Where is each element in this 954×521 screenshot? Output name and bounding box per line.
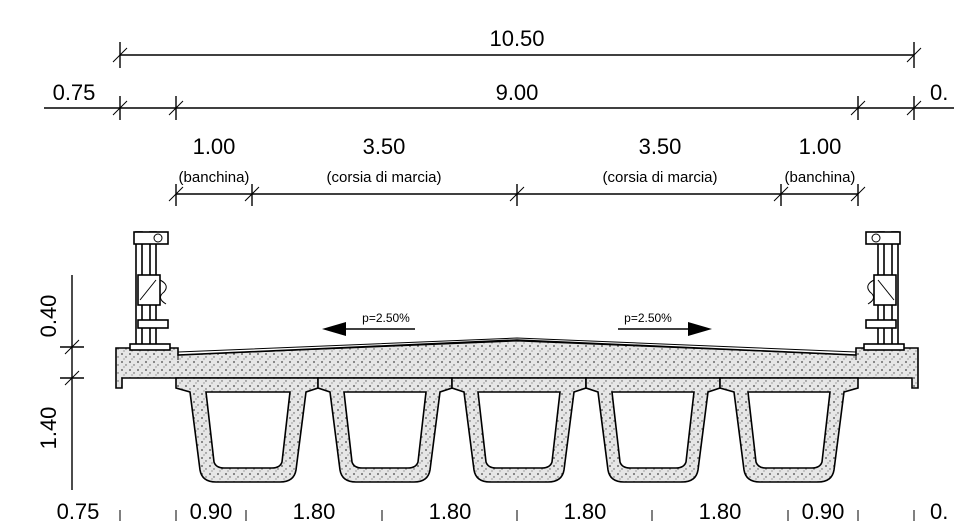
slope-left: p=2.50% bbox=[322, 311, 415, 336]
dim-right-edge-label: 0. bbox=[930, 80, 948, 105]
slope-left-label: p=2.50% bbox=[362, 311, 410, 325]
dim-overall: 10.50 bbox=[112, 26, 922, 68]
guardrail-right bbox=[863, 231, 905, 351]
dim-lane-right-note: (corsia di marcia) bbox=[602, 169, 717, 186]
dim-bottom: 0.75 0.90 1.80 1.80 1.80 1.80 0.90 0. bbox=[57, 499, 948, 521]
dim-bottom-b4: 1.80 bbox=[564, 499, 607, 521]
dim-bottom-b2: 1.80 bbox=[293, 499, 336, 521]
dim-lane-left-note: (corsia di marcia) bbox=[326, 169, 441, 186]
dim-lanes: 1.00 (banchina) 3.50 (corsia di marcia) … bbox=[168, 134, 866, 206]
dim-left-edge-label: 0.75 bbox=[53, 80, 96, 105]
dim-slab-height-label: 0.40 bbox=[36, 295, 61, 338]
slope-right-label: p=2.50% bbox=[624, 311, 672, 325]
dim-bottom-b5: 1.80 bbox=[699, 499, 742, 521]
dim-shoulder-left-label: 1.00 bbox=[193, 134, 236, 159]
dim-overall-label: 10.50 bbox=[489, 26, 544, 51]
dim-lane-left-label: 3.50 bbox=[363, 134, 406, 159]
dim-vertical: 0.40 1.40 bbox=[36, 275, 84, 490]
dim-lane-right-label: 3.50 bbox=[639, 134, 682, 159]
dim-bottom-left-edge: 0.75 bbox=[57, 499, 100, 521]
dim-shoulder-right-label: 1.00 bbox=[799, 134, 842, 159]
deck-slab bbox=[115, 337, 919, 389]
dim-bottom-b6: 0.90 bbox=[802, 499, 845, 521]
dim-shoulder-left-note: (banchina) bbox=[179, 169, 250, 186]
dim-beam-height-label: 1.40 bbox=[36, 407, 61, 450]
slope-right: p=2.50% bbox=[618, 311, 712, 336]
dim-carriageway-label: 9.00 bbox=[496, 80, 539, 105]
dim-shoulder-right-note: (banchina) bbox=[785, 169, 856, 186]
dim-bottom-b1: 0.90 bbox=[190, 499, 233, 521]
dim-row-two: 0.75 9.00 0. bbox=[44, 80, 954, 120]
girders bbox=[175, 377, 859, 483]
guardrail-left bbox=[129, 231, 171, 351]
dim-bottom-right-edge: 0. bbox=[930, 499, 948, 521]
dim-bottom-b3: 1.80 bbox=[429, 499, 472, 521]
